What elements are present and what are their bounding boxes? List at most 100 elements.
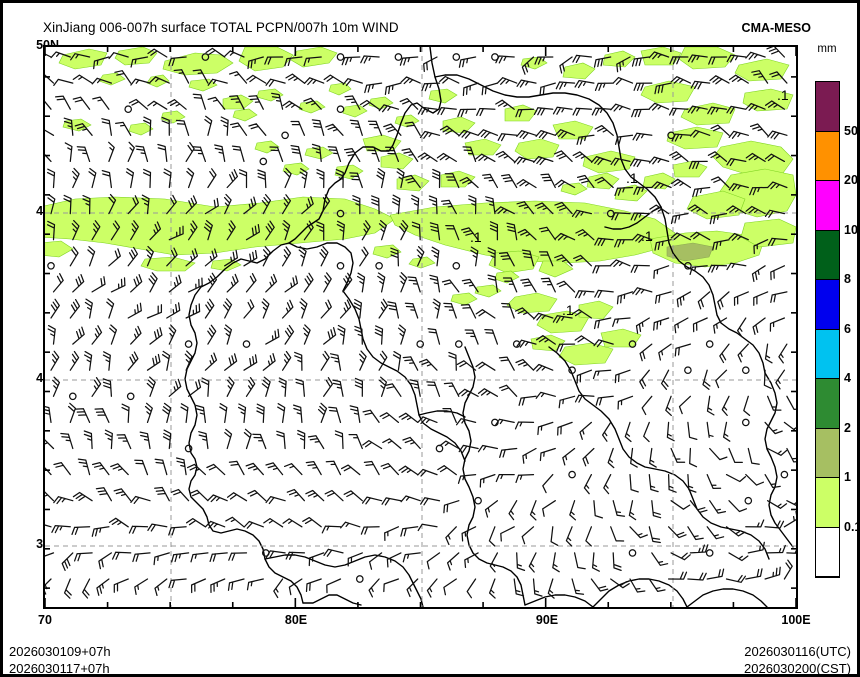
wind-barb — [284, 56, 303, 67]
wind-barb — [641, 395, 653, 416]
wind-barb — [384, 82, 402, 96]
wind-barb — [542, 473, 554, 494]
wind-barb — [633, 186, 653, 195]
wind-barb — [224, 324, 233, 345]
wind-barb — [368, 578, 380, 598]
wind-barb — [476, 107, 496, 117]
wind-barb — [75, 408, 91, 424]
wind-barb — [264, 56, 284, 65]
wind-barb — [295, 378, 306, 397]
wind-barb — [539, 82, 556, 96]
wind-barb — [689, 447, 698, 468]
wind-barb — [767, 237, 788, 247]
wind-barb — [227, 578, 245, 591]
wind-barb — [82, 578, 91, 599]
wind-barb-calm — [201, 53, 210, 61]
wind-barb — [594, 176, 614, 189]
wind-barb — [52, 273, 64, 293]
wind-barb — [166, 302, 181, 319]
wind-barb — [204, 520, 226, 529]
wind-barb — [398, 412, 419, 424]
wind-barb — [766, 500, 788, 509]
wind-barb — [245, 462, 264, 476]
wind-barb — [108, 193, 117, 215]
wind-barb — [297, 429, 306, 450]
wind-barb — [717, 291, 730, 310]
wind-barb — [745, 102, 766, 111]
wind-barb — [475, 361, 496, 371]
wind-barb — [206, 463, 226, 476]
wind-barb — [574, 290, 595, 299]
wind-barb — [45, 100, 52, 110]
wind-barb — [104, 429, 113, 450]
wind-barb — [262, 246, 271, 267]
wind-barb — [224, 50, 245, 58]
wind-barb — [753, 239, 769, 255]
wind-barb — [207, 96, 226, 110]
map-plot-area[interactable]: .1 .1 .1 .1 .1 — [43, 45, 798, 609]
wind-barb — [614, 369, 631, 384]
wind-barb — [583, 473, 593, 495]
wind-barb — [110, 220, 121, 241]
wind-barb — [277, 403, 286, 424]
wind-barb — [335, 168, 344, 189]
wind-barb — [502, 277, 518, 293]
wind-barb — [786, 395, 796, 411]
wind-barb — [552, 315, 573, 324]
wind-barb — [406, 578, 419, 598]
wind-barb — [574, 335, 595, 345]
wind-barb — [371, 195, 380, 215]
wind-barb-calm — [512, 340, 521, 348]
wind-barb — [612, 317, 631, 327]
wind-barb — [539, 447, 556, 462]
wind-barb — [767, 181, 788, 190]
wind-barb — [554, 179, 576, 189]
wind-barb — [689, 500, 708, 514]
wind-barb — [261, 376, 271, 397]
wind-barb-calm — [126, 392, 135, 401]
wind-barb-calm — [242, 340, 251, 348]
wind-barb — [290, 120, 306, 136]
wind-barb — [303, 77, 325, 86]
wind-barb — [320, 299, 332, 319]
wind-barb — [516, 201, 535, 215]
wind-barb — [224, 428, 233, 450]
wind-barb — [245, 223, 261, 241]
wind-barb — [417, 152, 438, 163]
wind-barb — [324, 489, 344, 502]
wind-barb — [45, 53, 52, 58]
wind-barb — [207, 78, 228, 86]
wind-barb — [420, 497, 441, 506]
wind-barb — [721, 395, 730, 417]
wind-barb — [610, 526, 625, 542]
wind-barb — [102, 378, 113, 397]
wind-barb — [69, 350, 80, 371]
wind-barb — [342, 272, 353, 293]
wind-barb — [572, 308, 593, 319]
wind-barb — [391, 194, 401, 215]
wind-barb — [516, 79, 537, 88]
wind-barb — [689, 265, 708, 276]
wind-barb-field — [45, 47, 796, 599]
wind-barb — [115, 121, 132, 136]
wind-barb — [614, 134, 634, 145]
wind-barb — [444, 173, 460, 189]
wind-barb — [298, 246, 307, 267]
wind-barb — [669, 56, 689, 65]
wind-barb — [783, 559, 793, 580]
wind-barb — [225, 516, 245, 528]
wind-barb — [168, 526, 187, 536]
wind-barb — [88, 167, 97, 189]
wind-barb — [488, 578, 496, 599]
wind-barb — [185, 195, 198, 215]
wind-barb — [749, 123, 769, 136]
wind-barb — [303, 220, 314, 241]
colorbar[interactable] — [815, 81, 840, 578]
wind-barb — [573, 552, 586, 570]
wind-barb — [614, 239, 634, 248]
wind-barb — [461, 526, 477, 542]
wind-barb — [411, 221, 421, 241]
wind-barb — [238, 169, 248, 189]
wind-barb — [285, 551, 306, 560]
wind-barb — [154, 486, 170, 502]
